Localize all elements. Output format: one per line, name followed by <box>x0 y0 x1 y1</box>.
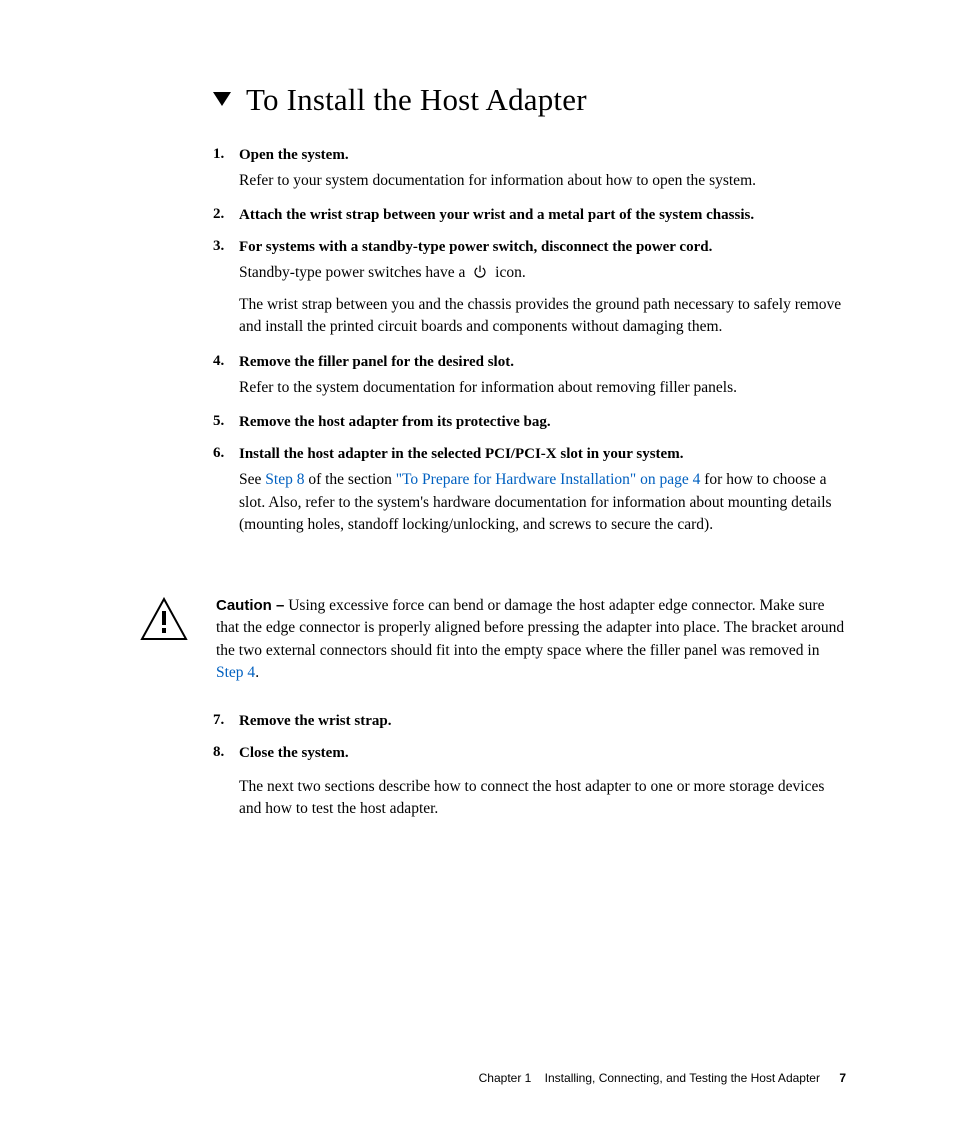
step-8: 8.Close the system. <box>213 744 849 762</box>
caution-icon <box>140 597 188 646</box>
step-4: 4.Remove the filler panel for the desire… <box>213 353 849 399</box>
footer-page-number: 7 <box>839 1071 846 1085</box>
steps-continued: 7.Remove the wrist strap. 8.Close the sy… <box>213 712 849 821</box>
steps-list: 1.Open the system. Refer to your system … <box>213 146 849 537</box>
heading-row: To Install the Host Adapter <box>213 82 849 118</box>
text-fragment: of the section <box>304 471 395 488</box>
step-body: The wrist strap between you and the chas… <box>239 294 849 339</box>
step-title: Remove the wrist strap. <box>239 713 391 729</box>
step-title: Remove the filler panel for the desired … <box>239 354 514 370</box>
step-3: 3.For systems with a standby-type power … <box>213 238 849 338</box>
step-title: Close the system. <box>239 745 349 761</box>
step-title: For systems with a standby-type power sw… <box>239 239 712 255</box>
step-2: 2.Attach the wrist strap between your wr… <box>213 206 849 224</box>
section-heading: To Install the Host Adapter <box>246 82 587 118</box>
step-7: 7.Remove the wrist strap. <box>213 712 849 730</box>
step-body: See Step 8 of the section "To Prepare fo… <box>239 469 849 536</box>
step-number: 5. <box>213 413 239 430</box>
step-body: Refer to your system documentation for i… <box>239 170 849 192</box>
step-title: Open the system. <box>239 147 349 163</box>
main-content: To Install the Host Adapter 1.Open the s… <box>213 82 849 551</box>
text-fragment: icon. <box>495 264 526 281</box>
step-title: Install the host adapter in the selected… <box>239 446 683 462</box>
page-footer: Chapter 1 Installing, Connecting, and Te… <box>479 1071 846 1085</box>
cross-ref-link[interactable]: "To Prepare for Hardware Installation" o… <box>396 471 701 488</box>
text-fragment: Standby-type power switches have a <box>239 264 465 281</box>
cross-ref-link[interactable]: Step 4 <box>216 664 255 681</box>
caution-block: Caution – Using excessive force can bend… <box>140 595 850 685</box>
step-number: 2. <box>213 206 239 223</box>
caution-text: Caution – Using excessive force can bend… <box>216 595 850 685</box>
step-title: Attach the wrist strap between your wris… <box>239 207 754 223</box>
step-number: 7. <box>213 712 239 729</box>
step-body: Refer to the system documentation for in… <box>239 377 849 399</box>
step-number: 3. <box>213 238 239 255</box>
step-5: 5.Remove the host adapter from its prote… <box>213 413 849 431</box>
step-1: 1.Open the system. Refer to your system … <box>213 146 849 192</box>
step-number: 4. <box>213 353 239 370</box>
caution-label: Caution – <box>216 597 284 614</box>
step-body: Standby-type power switches have a icon. <box>239 262 849 287</box>
cross-ref-link[interactable]: Step 8 <box>265 471 304 488</box>
text-fragment: Using excessive force can bend or damage… <box>216 597 844 659</box>
footer-chapter: Chapter 1 <box>479 1071 532 1085</box>
step-6: 6.Install the host adapter in the select… <box>213 445 849 536</box>
closing-paragraph: The next two sections describe how to co… <box>239 776 849 821</box>
step-number: 6. <box>213 445 239 462</box>
text-fragment: See <box>239 471 265 488</box>
step-number: 8. <box>213 744 239 761</box>
text-fragment: . <box>255 664 259 681</box>
footer-title: Installing, Connecting, and Testing the … <box>545 1071 820 1085</box>
step-title: Remove the host adapter from its protect… <box>239 414 551 430</box>
power-icon <box>472 264 488 287</box>
step-number: 1. <box>213 146 239 163</box>
page: To Install the Host Adapter 1.Open the s… <box>0 0 954 1145</box>
down-triangle-icon <box>213 90 231 110</box>
